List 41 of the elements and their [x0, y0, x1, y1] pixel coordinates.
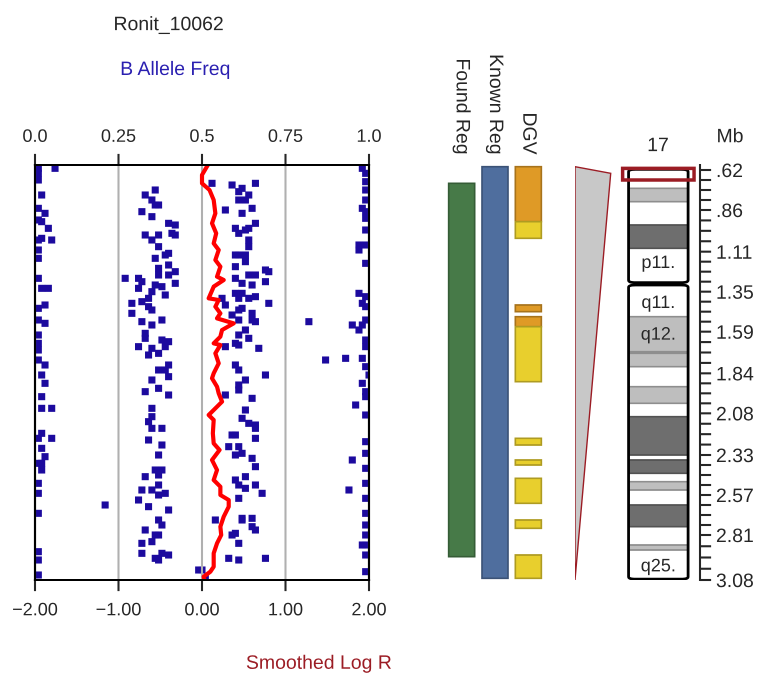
y-tick-label: 3.08 — [716, 573, 753, 588]
annotation: q25. — [642, 558, 674, 576]
annotation: p11. — [642, 256, 674, 272]
annotation: q12. — [642, 327, 674, 344]
x-tick-label: 2.00 — [352, 602, 386, 616]
x-tick-label: −2.00 — [13, 602, 58, 616]
y-tick-label: .62 — [718, 163, 742, 178]
x-tick-label: Known Reg — [486, 56, 504, 154]
y-tick-label: .86 — [718, 203, 742, 218]
x-tick-label: 1.00 — [269, 602, 302, 616]
x-tick-label: DGV — [523, 114, 537, 154]
x-axis-title: Smoothed Log R — [246, 654, 391, 673]
x2-tick-label: 0.0 — [23, 129, 47, 142]
y-tick-label: 1.35 — [717, 285, 753, 299]
bar — [628, 416, 689, 456]
chart-title: Ronit_10062 — [115, 16, 223, 34]
bar — [628, 224, 689, 250]
x2-tick-label: 0.75 — [268, 129, 302, 142]
bar — [628, 504, 689, 528]
bar — [628, 386, 689, 404]
bar — [628, 188, 689, 202]
y-tick-label: 2.08 — [716, 406, 753, 421]
x2-tick-label: 1.0 — [358, 129, 381, 142]
x-tick-label: Found Reg — [452, 60, 471, 154]
y-axis-title: Mb — [718, 128, 743, 142]
y-tick-label: 1.59 — [717, 325, 753, 339]
bar — [628, 480, 689, 491]
y-tick-label: 2.81 — [716, 528, 753, 542]
bar — [628, 459, 689, 474]
y-tick-label: 1.84 — [717, 366, 754, 381]
chart-title: 17 — [648, 138, 668, 152]
y-tick-label: 2.57 — [716, 488, 753, 502]
y-tick-label: 2.33 — [716, 448, 753, 462]
x2-tick-label: 0.5 — [190, 129, 214, 142]
x2-tick-label: 0.25 — [102, 129, 136, 142]
x2-axis-title: B Allele Freq — [122, 60, 230, 80]
y-tick-label: 1.11 — [717, 245, 752, 259]
x-tick-label: −1.00 — [96, 602, 141, 616]
annotation: q11. — [642, 296, 674, 312]
bar — [628, 544, 689, 551]
x-tick-label: 0.00 — [185, 602, 219, 616]
